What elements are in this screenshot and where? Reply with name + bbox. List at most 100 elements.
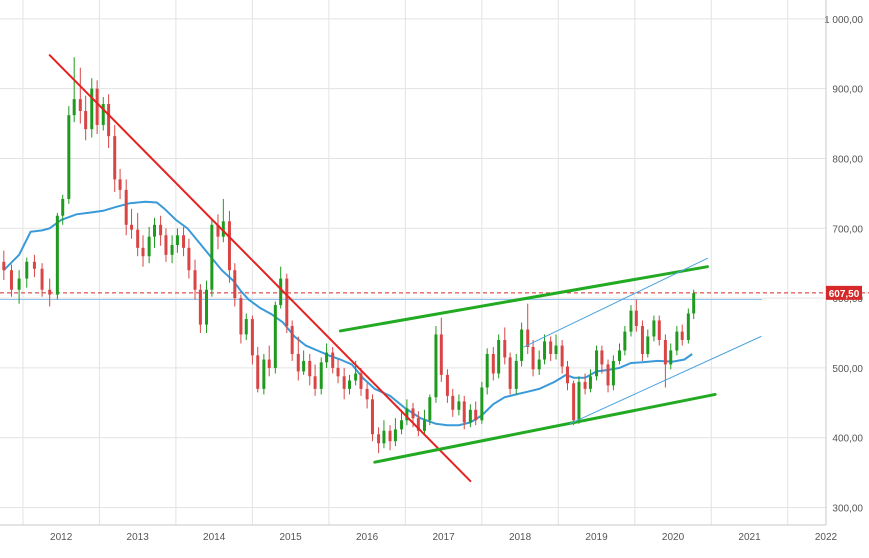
last-price-label: 607,50	[829, 289, 860, 300]
candle-down	[198, 289, 202, 325]
candle-up	[428, 397, 432, 421]
candle-down	[508, 357, 512, 389]
candle-down	[526, 329, 530, 347]
candle-up	[147, 236, 151, 257]
candle-up	[514, 360, 518, 389]
y-tick-label: 800,00	[832, 154, 863, 165]
x-tick-label: 2015	[280, 532, 303, 543]
candle-up	[170, 245, 174, 255]
candle-down	[377, 434, 381, 444]
candle-up	[273, 305, 277, 368]
x-tick-label: 2022	[815, 532, 838, 543]
candle-down	[313, 376, 317, 389]
candle-down	[113, 136, 117, 180]
candle-down	[663, 339, 667, 365]
candle-up	[611, 360, 615, 386]
candle-up	[618, 350, 621, 361]
candle-down	[130, 224, 134, 230]
candle-down	[308, 360, 312, 377]
x-tick-label: 2013	[127, 532, 150, 543]
candle-down	[331, 352, 335, 368]
candle-down	[164, 235, 168, 255]
candle-down	[124, 189, 128, 225]
candle-down	[657, 320, 661, 340]
candle-up	[457, 401, 461, 410]
x-tick-label: 2014	[203, 532, 226, 543]
candle-up	[25, 261, 29, 279]
candle-up	[629, 310, 633, 332]
candle-down	[159, 224, 163, 236]
candle-up	[90, 88, 94, 130]
candle-down	[411, 408, 415, 419]
candle-up	[480, 387, 484, 421]
candle-down	[9, 270, 13, 290]
candle-up	[497, 339, 501, 374]
x-tick-label: 2017	[432, 532, 455, 543]
candle-up	[468, 409, 472, 423]
candle-down	[365, 388, 369, 400]
candle-down	[474, 409, 478, 421]
candle-up	[319, 362, 323, 389]
candle-down	[439, 334, 443, 375]
candle-down	[503, 339, 507, 358]
candle-up	[646, 336, 650, 354]
candle-down	[565, 366, 569, 384]
x-tick-label: 2021	[738, 532, 761, 543]
candle-down	[606, 364, 610, 386]
candle-down	[572, 383, 576, 421]
candle-up	[595, 350, 599, 377]
x-tick-label: 2018	[509, 532, 532, 543]
candle-up	[101, 104, 105, 125]
candle-up	[393, 429, 397, 442]
last-price-badge	[826, 285, 862, 300]
candle-down	[680, 331, 684, 340]
candle-down	[451, 395, 455, 410]
candle-down	[227, 221, 231, 271]
trend-line	[523, 257, 708, 348]
x-tick-label: 2020	[662, 532, 685, 543]
candle-down	[416, 418, 420, 431]
candle-up	[325, 352, 329, 363]
x-tick-label: 2016	[356, 532, 379, 543]
candle-down	[267, 359, 271, 368]
candle-up	[205, 289, 208, 325]
candle-down	[370, 399, 374, 435]
candle-up	[405, 408, 409, 421]
candle-down	[84, 111, 88, 130]
candle-down	[491, 353, 495, 374]
trend-line	[338, 265, 709, 333]
candle-down	[359, 373, 363, 389]
candle-down	[296, 353, 300, 372]
trend-line	[48, 54, 472, 483]
candle-down	[634, 310, 638, 327]
candle-down	[216, 224, 220, 237]
candle-up	[543, 341, 547, 360]
candle-down	[600, 350, 604, 365]
candle-up	[537, 359, 541, 370]
candle-up	[485, 353, 489, 388]
candle-down	[445, 374, 449, 396]
candle-up	[67, 115, 71, 199]
candle-down	[531, 346, 535, 370]
candle-down	[256, 355, 260, 389]
y-tick-label: 500,00	[832, 364, 863, 375]
candle-up	[577, 381, 581, 421]
trend-line	[569, 336, 762, 425]
candle-up	[422, 420, 426, 431]
candle-down	[233, 270, 237, 299]
candle-up	[175, 235, 179, 246]
y-tick-label: 400,00	[832, 434, 863, 445]
candle-up	[400, 420, 404, 430]
candle-down	[193, 270, 197, 290]
candle-up	[652, 320, 656, 337]
candle-down	[118, 179, 122, 190]
candle-up	[262, 359, 266, 389]
candle-down	[40, 268, 44, 290]
candle-up	[434, 334, 438, 398]
candle-down	[285, 278, 289, 327]
candle-up	[348, 380, 352, 389]
candle-up	[61, 198, 65, 216]
y-tick-label: 1 000,00	[824, 15, 863, 26]
